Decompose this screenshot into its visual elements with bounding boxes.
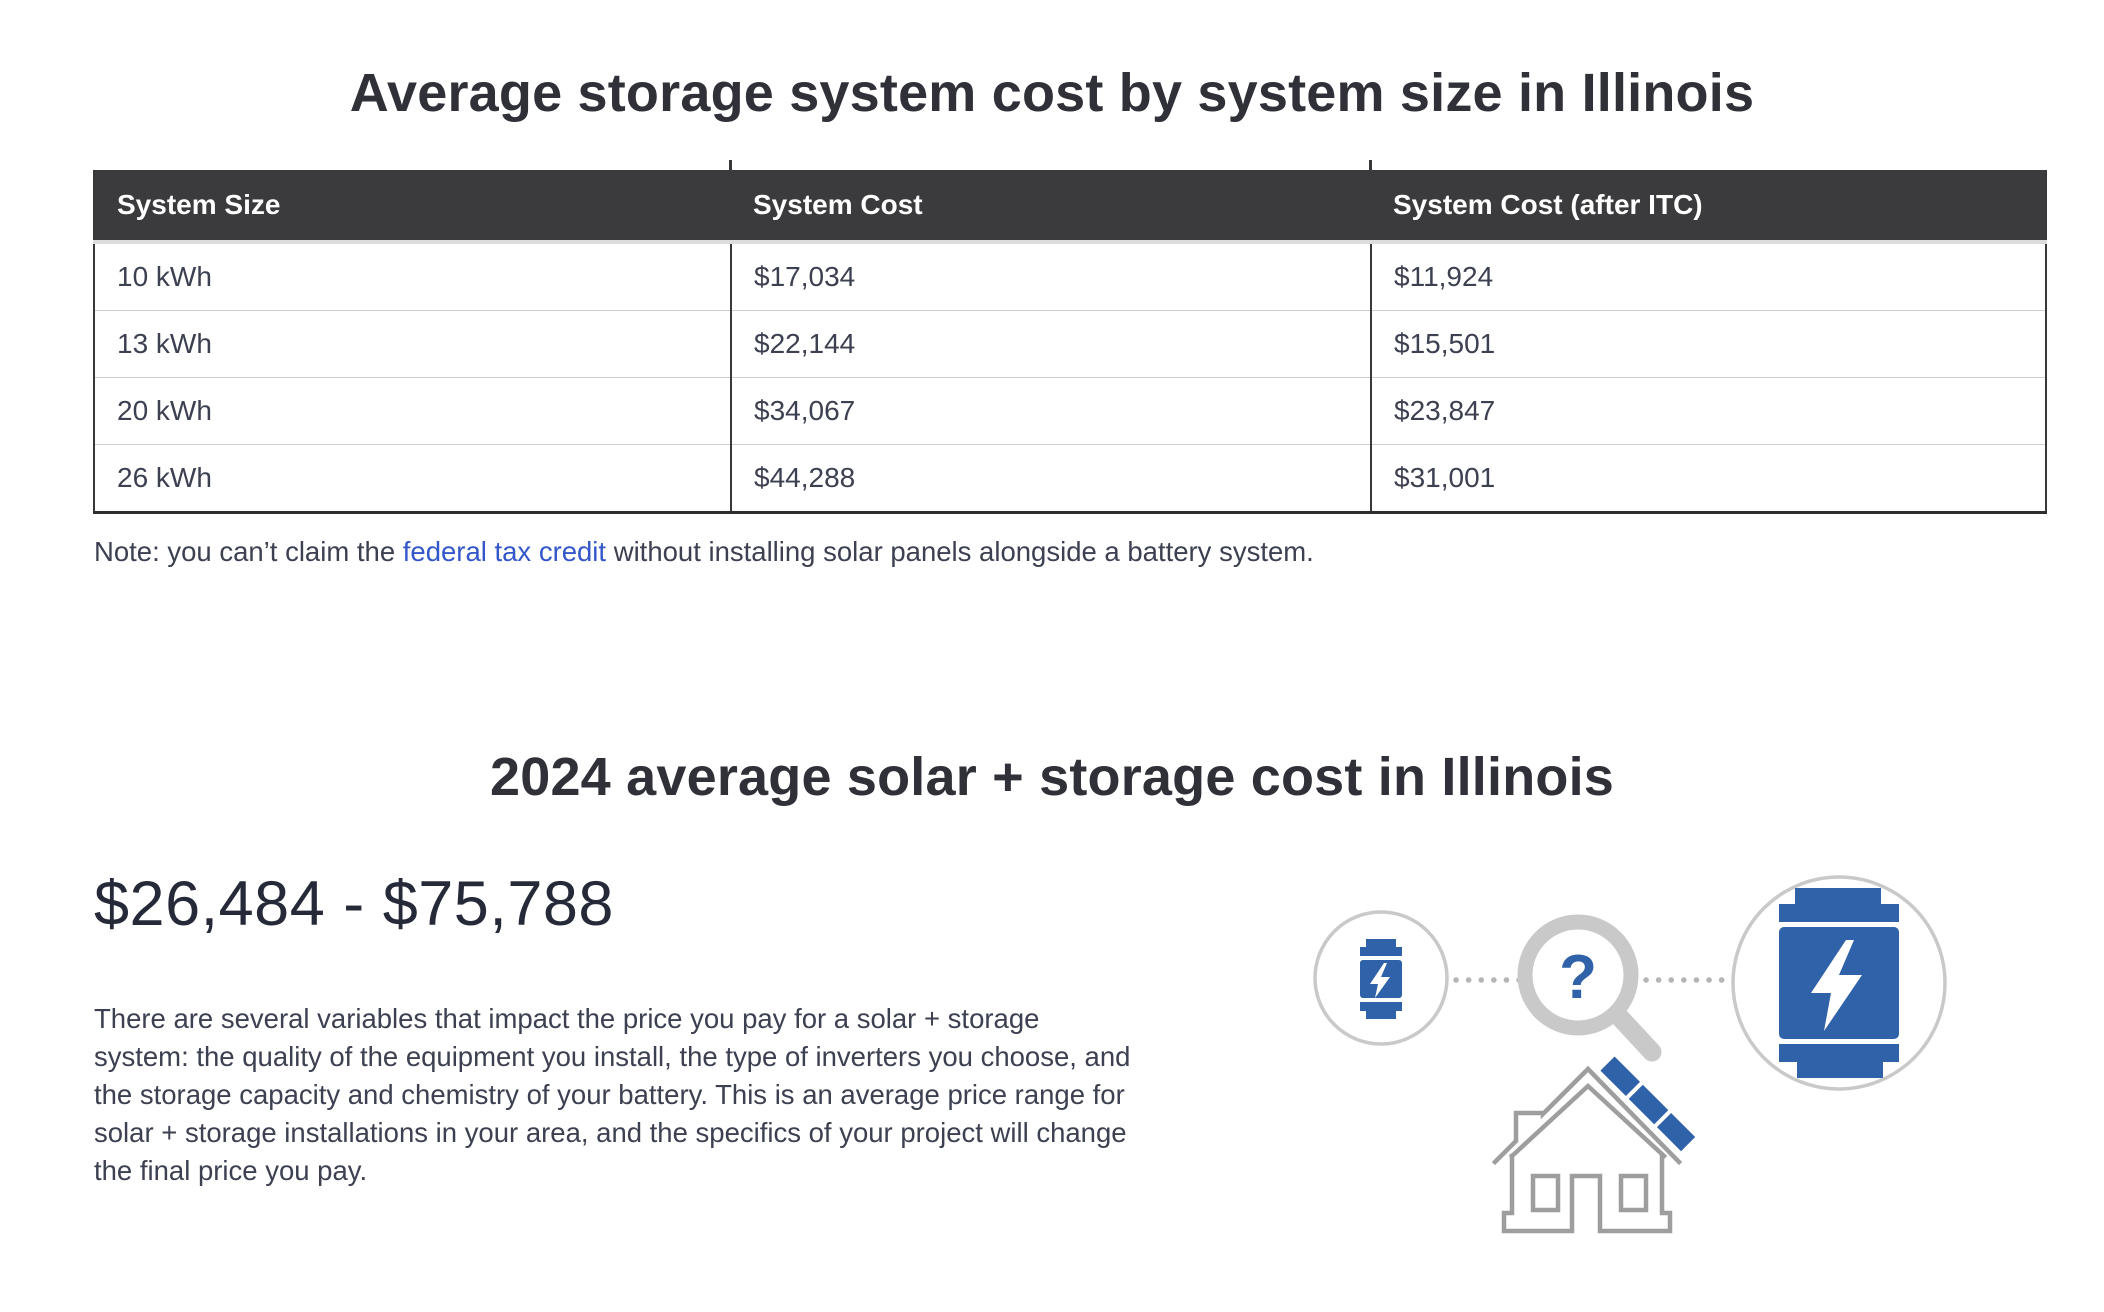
cost-description: There are several variables that impact … [94, 1003, 1131, 1186]
cell-system-cost: $34,067 [730, 377, 1371, 445]
column-header-system-size: System Size [94, 170, 731, 244]
cell-system-size: 26 kWh [94, 444, 731, 513]
note-text-prefix: Note: you can’t claim the [94, 536, 403, 567]
price-range: $26,484 - $75,788 [94, 869, 614, 939]
cell-system-cost-after-itc: $31,001 [1370, 444, 2046, 513]
battery-small-icon [1313, 910, 1449, 1046]
solar-storage-title: 2024 average solar + storage cost in Ill… [489, 747, 1614, 807]
column-header-system-cost: System Cost [729, 160, 1371, 244]
table-header-row: System Size System Cost System Cost (aft… [94, 160, 2046, 244]
cell-system-cost: $44,288 [730, 444, 1371, 513]
cell-system-cost-after-itc: $15,501 [1370, 310, 2046, 378]
cell-system-cost-after-itc: $23,847 [1370, 377, 2046, 445]
table-row: 26 kWh $44,288 $31,001 [94, 444, 2046, 513]
cell-system-size: 20 kWh [94, 377, 731, 445]
storage-cost-title: Average storage system cost by system si… [349, 63, 1755, 123]
table-note: Note: you can’t claim the federal tax cr… [94, 536, 1314, 568]
column-header-system-cost-after-itc: System Cost (after ITC) [1369, 160, 2046, 244]
question-mark: ? [1559, 943, 1597, 1012]
cell-system-cost-after-itc: $11,924 [1370, 242, 2046, 311]
cell-system-cost: $17,034 [730, 242, 1371, 311]
table-row: 10 kWh $17,034 $11,924 [94, 242, 2046, 311]
table-row: 13 kWh $22,144 $15,501 [94, 310, 2046, 378]
solar-storage-illustration: ? [1313, 875, 1947, 1234]
cell-system-size: 10 kWh [94, 242, 731, 311]
storage-cost-table: System Size System Cost System Cost (aft… [93, 160, 2047, 514]
magnifier-question-icon: ? [1517, 914, 1662, 1062]
battery-large-icon [1731, 875, 1947, 1091]
federal-tax-credit-link[interactable]: federal tax credit [402, 536, 607, 567]
note-text-suffix: without installing solar panels alongsid… [606, 536, 1314, 567]
house-solar-icon [1491, 1056, 1696, 1234]
cell-system-cost: $22,144 [730, 310, 1371, 378]
table-row: 20 kWh $34,067 $23,847 [94, 377, 2046, 445]
cell-system-size: 13 kWh [94, 310, 731, 378]
